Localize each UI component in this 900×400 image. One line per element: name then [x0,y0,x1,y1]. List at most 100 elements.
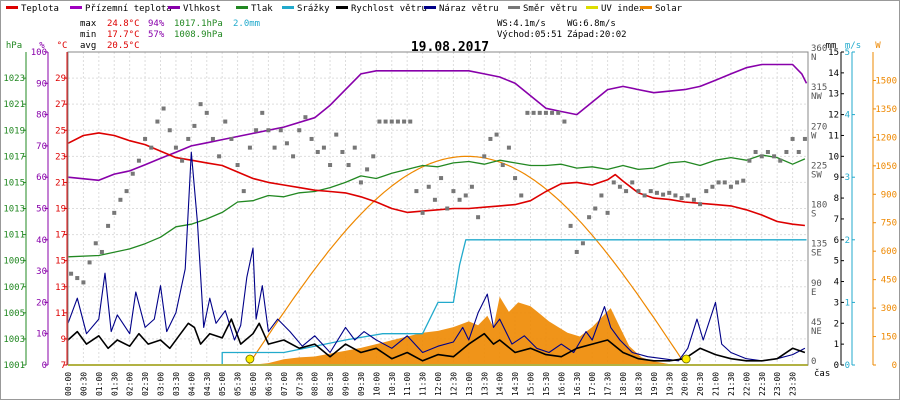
wind-dir-point [796,149,801,154]
wind-dir-point [537,110,542,115]
wind-dir-point [630,180,635,185]
wind-dir-point [186,136,191,141]
wind-dir-point [778,158,783,163]
wind-dir-point [636,189,641,194]
wind-dir-point [704,189,709,194]
axis-direction-tick-label: 315 [811,83,827,93]
wind-dir-point [291,154,296,159]
wind-dir-point [260,110,265,115]
axis-w-tick-label: 0 [892,361,897,371]
wind-dir-point [654,190,659,195]
x-tick-label: 04:30 [203,372,212,396]
axis-w-tick-label: 1050 [875,162,897,172]
wind-dir-point [426,184,431,189]
axis-direction-tick-label: 90 [811,279,822,289]
uv-marker [245,354,255,364]
axis-direction-letter: NE [811,327,822,337]
axis-ms-tick-label: 5 [834,257,839,267]
x-tick-label: 00:30 [79,372,88,396]
x-tick-label: 08:30 [326,372,335,396]
wind-dir-point [408,119,413,124]
stat-ws: WS:4.1m/s [497,19,546,29]
x-tick-label: 09:00 [342,372,351,396]
legend-label: UV index [601,4,645,14]
x-tick-label: 00:00 [64,372,73,396]
wind-dir-point [500,163,505,168]
wind-dir-point [679,196,684,201]
wind-dir-point [130,171,135,176]
axis-w-tick-label: 1200 [875,133,897,143]
uv-marker [681,354,691,364]
wind-dir-point [685,193,690,198]
axis-direction-letter: SE [811,249,822,259]
axis-direction-letter: S [811,210,816,220]
wind-dir-point [284,141,289,146]
axis-direction-tick-label: 180 [811,201,827,211]
axis-ms-tick-label: 14 [828,69,839,79]
axis-ms-tick-label: 9 [834,173,839,183]
wind-dir-point [642,193,647,198]
axis-hpa-tick-label: 1011 [3,231,25,241]
wind-dir-point [371,154,376,159]
axis-direction-letter: NW [811,92,822,102]
wind-dir-point [352,145,357,150]
x-tick-label: 19:00 [650,372,659,396]
axis-percent-tick-label: 0 [42,361,47,371]
axis-w-tick-label: 750 [881,219,897,229]
wind-dir-point [155,119,160,124]
wind-dir-point [525,110,530,115]
stat-max-temp: 24.8°C [107,19,140,29]
legend-item: Náraz větru [424,4,499,14]
x-axis-label: čas [814,368,830,379]
axis-direction-tick-label: 270 [811,122,827,132]
wind-dir-point [735,180,740,185]
wind-dir-point [741,178,746,183]
axis-direction-letter: E [811,288,816,298]
legend-item: Rychlost větru [336,4,427,14]
axis-celsius-tick-label: 21 [55,178,66,188]
stat-avg-label: avg [80,41,96,51]
wind-dir-point [580,241,585,246]
legend-label: Rychlost větru [351,4,427,14]
x-tick-label: 06:30 [264,372,273,396]
axis-ms-tick-label: 11 [828,131,839,141]
wind-dir-point [593,206,598,211]
wind-dir-point [93,241,98,246]
axis-hpa-tick-label: 1009 [3,257,25,267]
axis-percent-tick-label: 60 [36,173,47,183]
legend-swatch [168,6,180,9]
axis-celsius-tick-label: 27 [55,100,66,110]
wind-dir-point [611,180,616,185]
legend-label: Vlhkost [183,4,221,14]
x-tick-label: 10:00 [372,372,381,396]
x-tick-label: 16:00 [557,372,566,396]
x-tick-label: 18:30 [634,372,643,396]
x-tick-label: 19:30 [665,372,674,396]
legend-item: Vlhkost [168,4,221,14]
axis-w-tick-label: 900 [881,190,897,200]
axis-celsius-tick-label: 23 [55,152,66,162]
wind-dir-point [605,210,610,215]
legend-label: Teplota [21,4,59,14]
wind-dir-point [87,260,92,265]
wind-dir-point [383,119,388,124]
axis-ms-tick-label: 4 [834,278,839,288]
stat-min-temp: 17.7°C [107,30,140,40]
axis-ms-tick-label: 10 [828,152,839,162]
axis-direction-tick-label: 0 [811,357,816,367]
wind-dir-point [728,184,733,189]
axis-celsius-tick-label: 17 [55,231,66,241]
legend-item: UV index [586,4,645,14]
wind-dir-point [599,193,604,198]
axis-celsius-tick-label: 15 [55,257,66,267]
axis-celsius-tick-label: 9 [61,335,66,345]
x-tick-label: 01:00 [95,372,104,396]
wind-dir-point [790,136,795,141]
wind-dir-point [136,158,141,163]
wind-dir-point [377,119,382,124]
wind-dir-point [192,123,197,128]
wind-dir-point [278,128,283,133]
axis-ms-tick-label: 15 [828,48,839,58]
x-tick-label: 03:00 [157,372,166,396]
axis-unit-percent: % [39,41,45,51]
